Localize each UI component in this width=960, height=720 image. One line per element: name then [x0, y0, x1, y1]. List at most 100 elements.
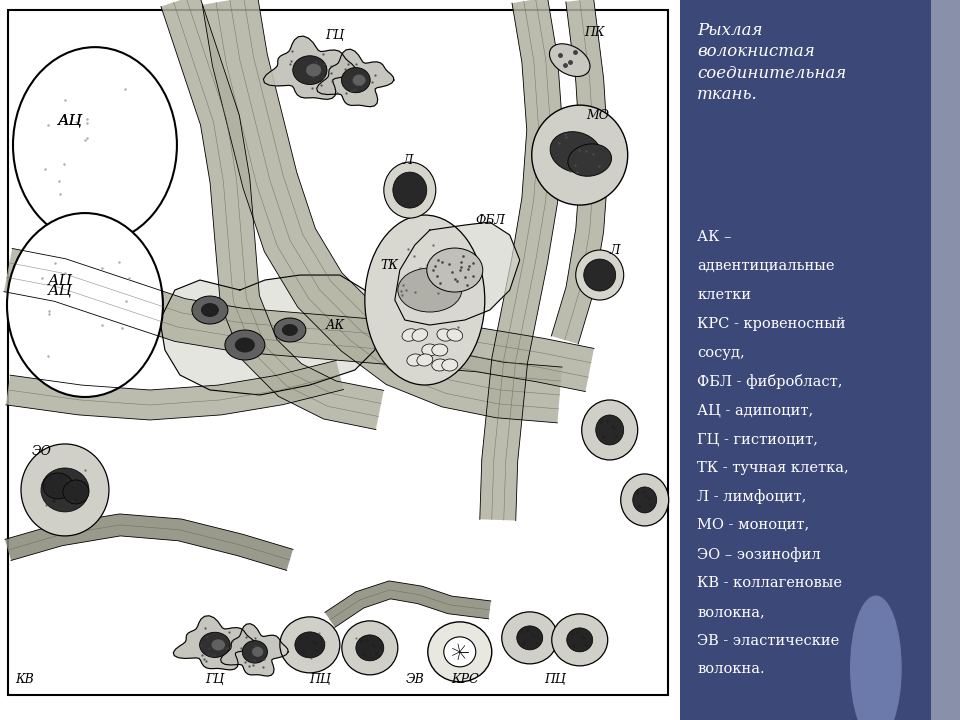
- Polygon shape: [161, 0, 384, 430]
- Polygon shape: [221, 624, 288, 676]
- Ellipse shape: [417, 354, 433, 366]
- Ellipse shape: [447, 329, 463, 341]
- Ellipse shape: [432, 344, 447, 356]
- Text: сосуд,: сосуд,: [697, 346, 745, 359]
- Ellipse shape: [596, 415, 624, 445]
- Ellipse shape: [442, 359, 458, 371]
- Text: КВ: КВ: [15, 673, 35, 686]
- Ellipse shape: [365, 215, 485, 385]
- Circle shape: [851, 596, 901, 720]
- Polygon shape: [160, 275, 380, 395]
- Text: АК: АК: [325, 318, 345, 331]
- Ellipse shape: [200, 632, 230, 657]
- Ellipse shape: [356, 635, 384, 661]
- Ellipse shape: [21, 444, 108, 536]
- Ellipse shape: [568, 144, 612, 176]
- Text: ГЦ - гистиоцит,: ГЦ - гистиоцит,: [697, 432, 818, 446]
- Ellipse shape: [421, 344, 438, 356]
- Polygon shape: [6, 361, 344, 420]
- Ellipse shape: [384, 162, 436, 218]
- Ellipse shape: [428, 622, 492, 682]
- Text: ЭВ: ЭВ: [405, 673, 424, 686]
- Ellipse shape: [393, 172, 427, 208]
- Ellipse shape: [280, 617, 340, 673]
- Ellipse shape: [516, 626, 542, 650]
- Text: Рыхлая
волокнистая
соединительная
ткань.: Рыхлая волокнистая соединительная ткань.: [697, 22, 847, 103]
- Text: ГЦ: ГЦ: [325, 29, 345, 42]
- Ellipse shape: [582, 400, 637, 460]
- Ellipse shape: [549, 44, 590, 76]
- Ellipse shape: [293, 55, 327, 84]
- Text: АК –: АК –: [697, 230, 732, 244]
- Polygon shape: [480, 0, 563, 521]
- Text: Л: Л: [610, 243, 620, 256]
- Text: КВ - коллагеновые: КВ - коллагеновые: [697, 576, 842, 590]
- Ellipse shape: [576, 250, 624, 300]
- Ellipse shape: [225, 330, 265, 360]
- Ellipse shape: [242, 641, 268, 663]
- Ellipse shape: [432, 359, 447, 371]
- Polygon shape: [174, 616, 255, 670]
- Ellipse shape: [274, 318, 306, 342]
- Ellipse shape: [295, 632, 324, 658]
- Ellipse shape: [427, 248, 483, 292]
- Text: адвентициальные: адвентициальные: [697, 259, 835, 273]
- Ellipse shape: [7, 213, 163, 397]
- Ellipse shape: [252, 647, 263, 657]
- Text: ПЦ: ПЦ: [544, 673, 565, 686]
- Polygon shape: [4, 248, 594, 392]
- Text: волокна,: волокна,: [697, 605, 765, 618]
- Ellipse shape: [201, 303, 219, 317]
- Text: МО: МО: [587, 109, 610, 122]
- Ellipse shape: [306, 64, 322, 76]
- Text: ЭО – эозинофил: ЭО – эозинофил: [697, 547, 821, 562]
- Ellipse shape: [584, 259, 615, 291]
- Ellipse shape: [342, 68, 371, 93]
- Text: ФБЛ: ФБЛ: [475, 214, 505, 227]
- Text: АЦ: АЦ: [48, 283, 72, 297]
- Ellipse shape: [13, 47, 177, 243]
- Text: АЦ: АЦ: [58, 113, 83, 127]
- Text: КРС - кровеносный: КРС - кровеносный: [697, 317, 846, 330]
- Ellipse shape: [633, 487, 657, 513]
- Text: ЭВ - эластические: ЭВ - эластические: [697, 634, 840, 647]
- Ellipse shape: [532, 105, 628, 205]
- Text: МО - моноцит,: МО - моноцит,: [697, 518, 809, 532]
- Ellipse shape: [397, 268, 462, 312]
- Ellipse shape: [352, 75, 366, 86]
- Ellipse shape: [552, 614, 608, 666]
- Text: ФБЛ - фибробласт,: ФБЛ - фибробласт,: [697, 374, 843, 390]
- Ellipse shape: [43, 473, 73, 499]
- Text: Л - лимфоцит,: Л - лимфоцит,: [697, 490, 806, 505]
- Polygon shape: [551, 0, 609, 344]
- Ellipse shape: [621, 474, 669, 526]
- Text: АЦ: АЦ: [58, 113, 83, 127]
- Text: АЦ: АЦ: [48, 273, 72, 287]
- Text: ЭО: ЭО: [32, 446, 52, 459]
- Ellipse shape: [550, 132, 601, 173]
- Text: Л: Л: [402, 153, 413, 166]
- Ellipse shape: [444, 637, 476, 667]
- Ellipse shape: [566, 628, 592, 652]
- Ellipse shape: [412, 329, 427, 341]
- Text: волокна.: волокна.: [697, 662, 765, 676]
- Text: ТК - тучная клетка,: ТК - тучная клетка,: [697, 461, 849, 474]
- Ellipse shape: [235, 338, 254, 353]
- Ellipse shape: [502, 612, 558, 664]
- Ellipse shape: [342, 621, 397, 675]
- Ellipse shape: [211, 639, 225, 650]
- Polygon shape: [324, 581, 491, 627]
- Text: ГЦ: ГЦ: [205, 673, 225, 686]
- Polygon shape: [5, 514, 293, 570]
- Ellipse shape: [407, 354, 422, 366]
- Text: ПЦ: ПЦ: [309, 673, 331, 686]
- Polygon shape: [395, 222, 519, 325]
- Ellipse shape: [402, 329, 418, 341]
- Text: КРС: КРС: [451, 673, 479, 686]
- Text: ТК: ТК: [381, 258, 398, 271]
- Ellipse shape: [282, 324, 298, 336]
- Ellipse shape: [192, 296, 228, 324]
- Polygon shape: [317, 49, 394, 107]
- Text: АЦ - адипоцит,: АЦ - адипоцит,: [697, 403, 813, 417]
- Text: ПК: ПК: [585, 26, 605, 39]
